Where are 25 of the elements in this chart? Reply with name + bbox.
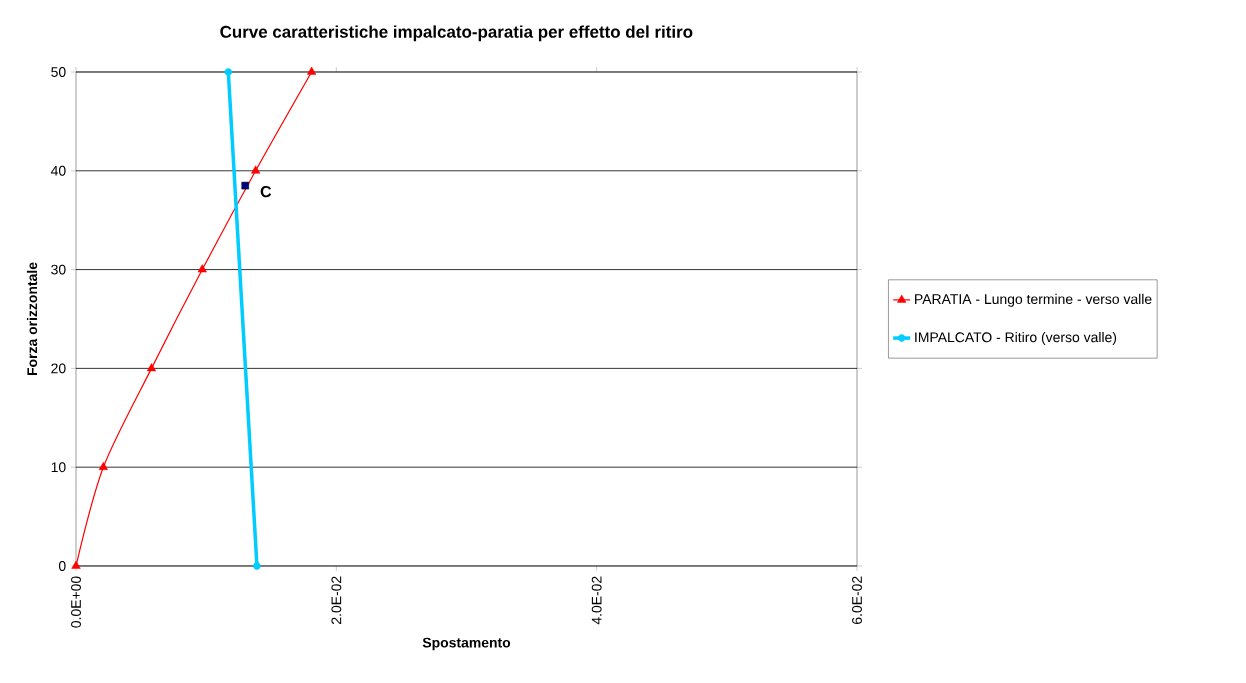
- x-tick-label: 2.0E-02: [331, 576, 342, 624]
- x-tick-label: 4.0E-02: [591, 576, 602, 625]
- y-axis-title: Forza orizzontale: [26, 262, 38, 376]
- point: [251, 165, 261, 174]
- y-tick-label: 10: [51, 462, 66, 473]
- chart-title: Curve caratteristiche impalcato-paratia per effetto del ritiro: [220, 25, 693, 42]
- y-tick-label: 0: [58, 561, 66, 571]
- point: [71, 560, 81, 569]
- y-tick-label: 40: [50, 165, 66, 176]
- point: [197, 264, 207, 273]
- point: [98, 461, 108, 470]
- point: [224, 68, 233, 76]
- legend-label: PARATIA - Lungo termine - verso valle: [915, 293, 1152, 307]
- point: [307, 66, 317, 75]
- x-axis-title: Spostamento: [422, 637, 511, 651]
- x-tick-label: 0.0E+00: [71, 576, 81, 628]
- annotation: C: [260, 185, 272, 198]
- point: [241, 181, 249, 190]
- y-tick-label: 50: [51, 67, 66, 77]
- point: [146, 363, 157, 372]
- point: [253, 562, 261, 570]
- x-tick-label: 6.0E-02: [852, 576, 862, 624]
- y-tick-label: 20: [51, 363, 66, 374]
- legend-label: IMPALCATO - Ritiro (verso valle): [915, 331, 1117, 345]
- y-tick-label: 30: [51, 264, 66, 275]
